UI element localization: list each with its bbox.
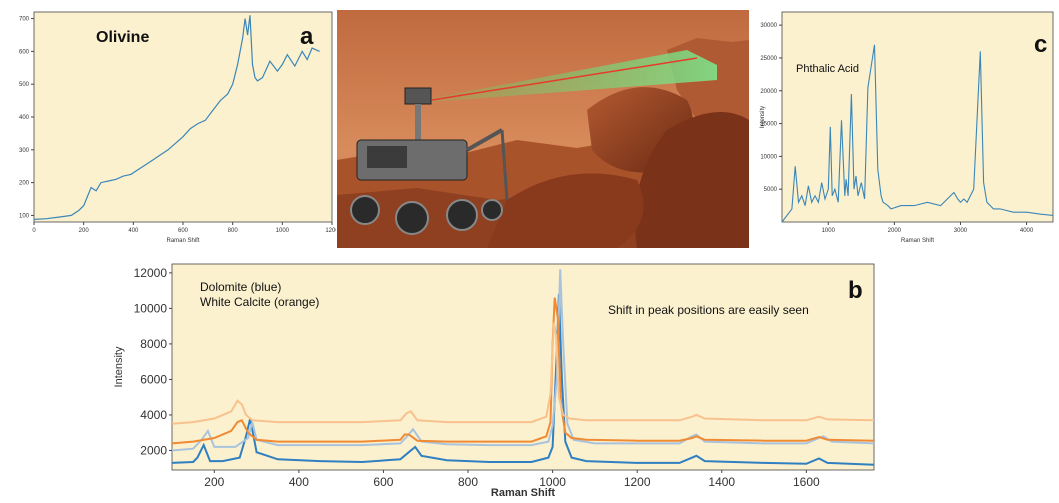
y-tick-label: 6000: [140, 372, 167, 386]
foreground-rock: [487, 173, 644, 248]
x-tick-label: 1600: [793, 475, 820, 489]
series-line-0: [33, 15, 320, 220]
y-tick-label: 10000: [134, 301, 168, 315]
y-tick-label: 100: [19, 213, 30, 219]
x-tick-label: 0: [32, 228, 36, 234]
x-tick-label: 400: [289, 475, 309, 489]
x-tick-label: 600: [178, 228, 189, 234]
plot-area: [171, 263, 875, 471]
rover-icon: [350, 87, 509, 235]
chart-c-svg: 1000 2000 3000 4000 5000 10000 15000 20000 25000…: [760, 11, 1054, 244]
series-line-1: [171, 269, 875, 452]
y-axis-label: Intensity: [760, 106, 766, 128]
panel-letter-b: b: [848, 277, 863, 304]
x-tick-label: 800: [458, 475, 478, 489]
rover-scene-illustration: [337, 10, 749, 248]
y-tick-label: 2000: [140, 443, 167, 457]
x-tick-label: 2000: [888, 228, 902, 234]
y-tick-label: 20000: [760, 89, 777, 95]
panel-letter-a: a: [300, 23, 314, 50]
x-tick-label: 1400: [708, 475, 735, 489]
y-tick-label: 700: [19, 17, 30, 23]
chart-panel-c: 1000 2000 3000 4000 5000 10000 15000 20000 25000…: [752, 8, 1057, 244]
y-tick-label: 15000: [760, 122, 777, 128]
legend-text-0: Dolomite (blue): [200, 280, 281, 294]
panel-letter-c: c: [1034, 31, 1047, 58]
y-tick-label: 30000: [760, 23, 777, 29]
y-tick-label: 600: [19, 49, 30, 55]
chart-b-svg: 200 400 600 800 1000 1200 1400 1600 2000 4000 6000…: [113, 263, 875, 499]
x-axis-label: Raman Shift: [901, 238, 934, 244]
y-tick-label: 5000: [764, 187, 778, 193]
x-tick-label: 4000: [1020, 228, 1034, 234]
y-tick-label: 12000: [134, 266, 168, 280]
x-tick-label: 200: [79, 228, 90, 234]
y-tick-label: 200: [19, 181, 30, 187]
chart-c-title: Phthalic Acid: [796, 63, 859, 75]
chart-a-svg: 0 200 400 600 800 1000 1200 100 200 300 400 500 600 7…: [19, 11, 339, 244]
legend-text-1: White Calcite (orange): [200, 295, 319, 309]
series-line-3: [171, 322, 875, 425]
red-laser-beam: [431, 57, 698, 101]
series-line-0: [781, 44, 1054, 223]
y-tick-label: 25000: [760, 56, 777, 62]
boulder-right: [635, 112, 749, 248]
chart-panel-a: 0 200 400 600 800 1000 1200 100 200 300 400 500 600 7…: [8, 8, 339, 244]
y-tick-label: 300: [19, 148, 30, 154]
y-tick-label: 500: [19, 82, 30, 88]
x-tick-label: 600: [373, 475, 393, 489]
x-tick-label: 800: [228, 228, 239, 234]
y-tick-label: 10000: [760, 154, 777, 160]
chart-panel-b: 200 400 600 800 1000 1200 1400 1600 2000 4000 6000…: [110, 258, 880, 499]
chart-a-title: Olivine: [96, 29, 149, 46]
chart-b-annotation: Shift in peak positions are easily seen: [608, 303, 809, 317]
x-tick-label: 200: [204, 475, 224, 489]
x-tick-label: 1000: [276, 228, 290, 234]
x-tick-label: 1000: [822, 228, 836, 234]
x-tick-label: 3000: [954, 228, 968, 234]
x-tick-label: 400: [128, 228, 139, 234]
y-tick-label: 400: [19, 115, 30, 121]
series-line-0: [171, 294, 875, 466]
series-line-2: [171, 297, 875, 445]
plot-area: [781, 11, 1054, 223]
plot-area: [33, 11, 333, 223]
x-axis-label: Raman Shift: [491, 487, 556, 498]
y-axis-label: Intensity: [113, 346, 125, 387]
x-axis-label: Raman Shift: [166, 238, 199, 244]
x-tick-label: 1200: [325, 228, 336, 234]
y-tick-label: 4000: [140, 408, 167, 422]
rover-laser-scene: [337, 10, 749, 248]
x-tick-label: 1200: [624, 475, 651, 489]
x-tick-label: 1000: [539, 475, 566, 489]
y-tick-label: 8000: [140, 337, 167, 351]
